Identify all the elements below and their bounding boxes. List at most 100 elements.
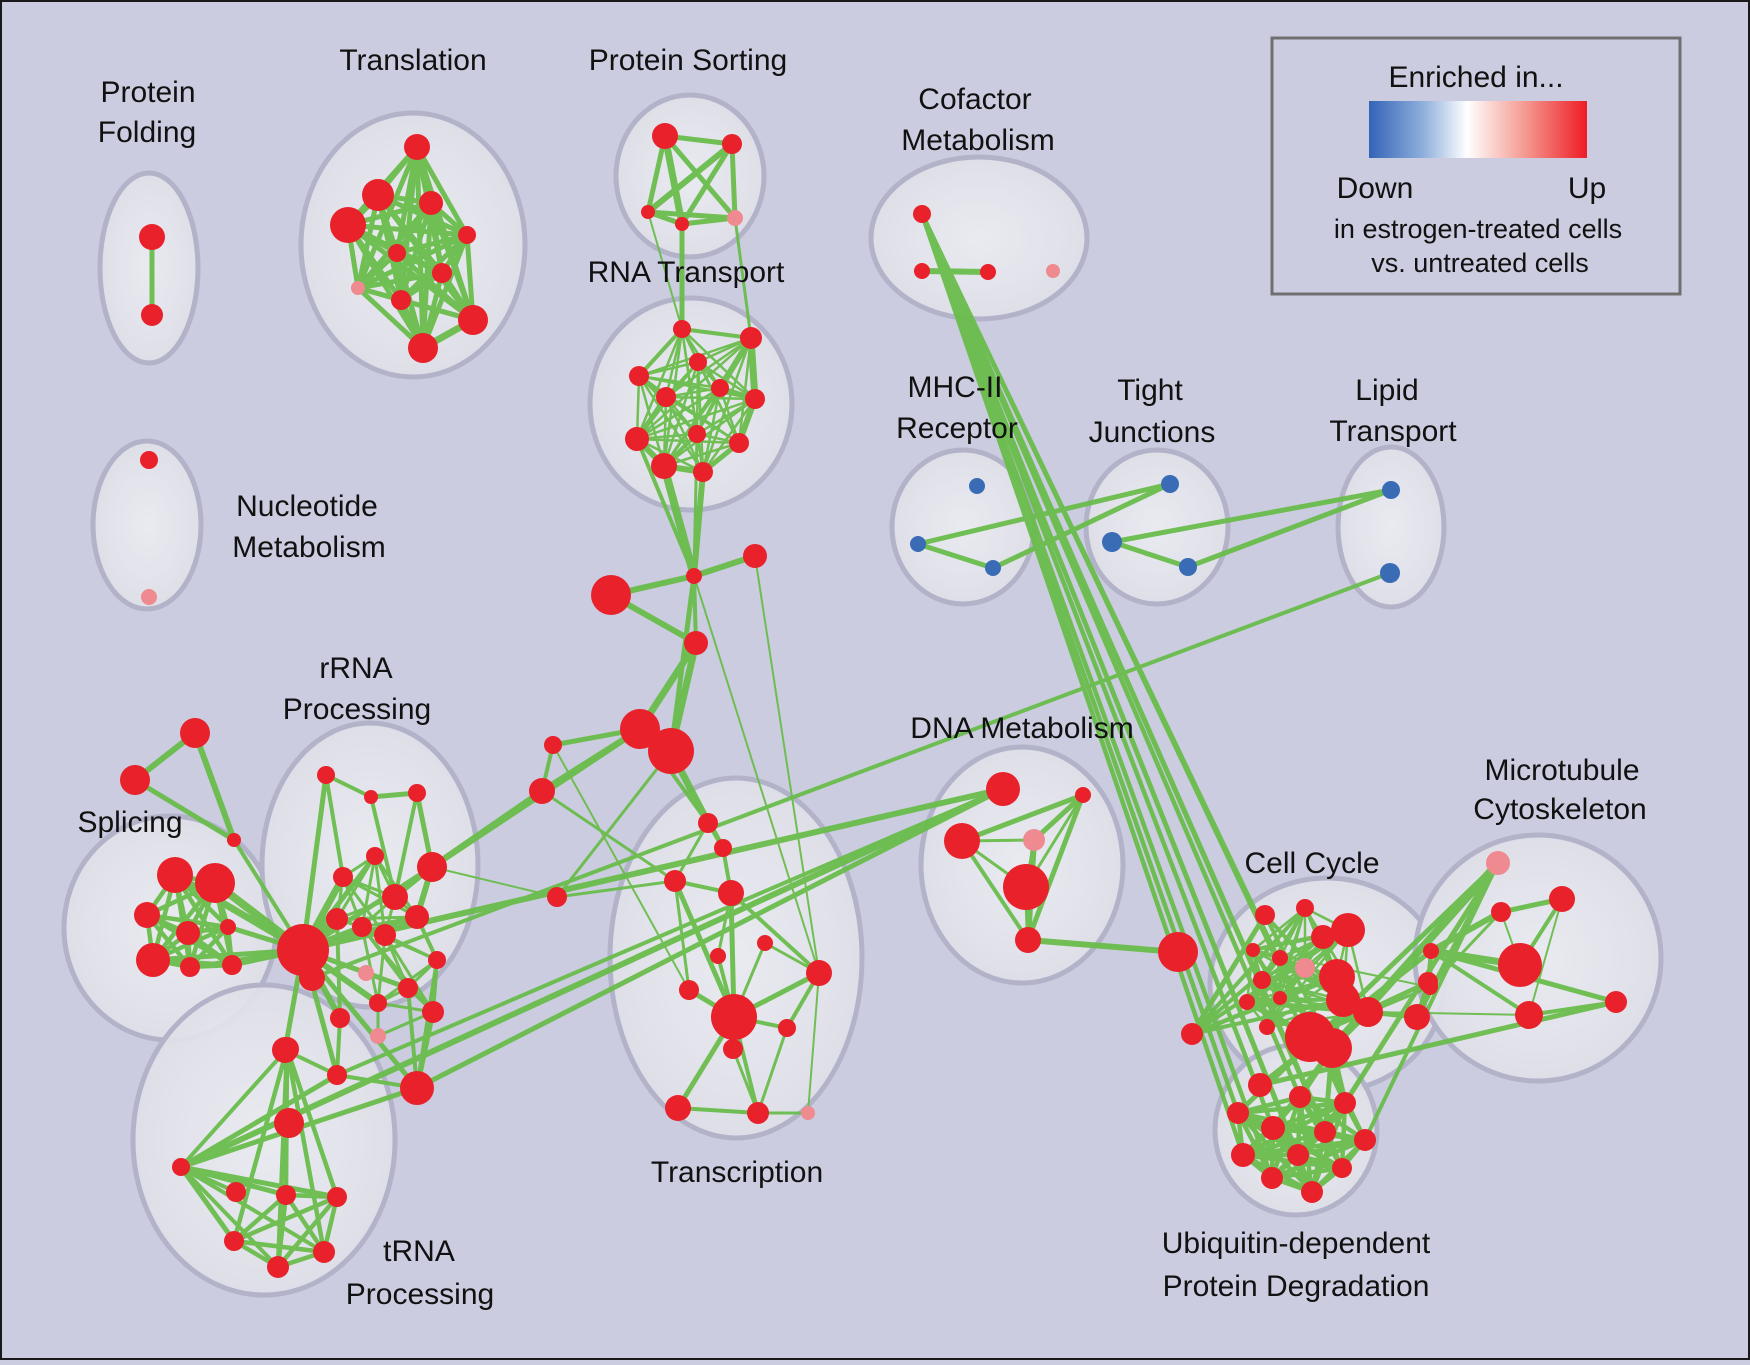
gene-set-node-red[interactable]: [629, 366, 649, 386]
gene-set-node-red[interactable]: [1311, 925, 1335, 949]
gene-set-node-red[interactable]: [1253, 971, 1271, 989]
gene-set-node-red[interactable]: [391, 290, 411, 310]
gene-set-node-red[interactable]: [157, 857, 193, 893]
gene-set-node-red[interactable]: [1272, 950, 1288, 966]
gene-set-node-red[interactable]: [625, 427, 649, 451]
gene-set-node-red[interactable]: [388, 244, 406, 262]
gene-set-node-red[interactable]: [1331, 913, 1365, 947]
gene-set-node-red[interactable]: [1491, 902, 1511, 922]
gene-set-node-red[interactable]: [714, 839, 732, 857]
gene-set-node-red[interactable]: [1287, 1144, 1309, 1166]
gene-set-node-red[interactable]: [274, 1108, 304, 1138]
gene-set-node-red[interactable]: [333, 867, 353, 887]
gene-set-node-red[interactable]: [352, 917, 372, 937]
gene-set-node-red[interactable]: [1261, 1116, 1285, 1140]
gene-set-node-red[interactable]: [432, 263, 452, 283]
gene-set-node-red[interactable]: [1181, 1023, 1203, 1045]
gene-set-node-blue[interactable]: [985, 560, 1001, 576]
gene-set-node-pink[interactable]: [141, 589, 157, 605]
gene-set-node-red[interactable]: [729, 433, 749, 453]
gene-set-node-red[interactable]: [317, 766, 335, 784]
gene-set-node-red[interactable]: [136, 943, 170, 977]
gene-set-node-red[interactable]: [220, 919, 236, 935]
gene-set-node-red[interactable]: [1334, 1092, 1356, 1114]
gene-set-node-red[interactable]: [120, 765, 150, 795]
gene-set-node-red[interactable]: [408, 784, 426, 802]
gene-set-node-red[interactable]: [641, 205, 655, 219]
gene-set-node-red[interactable]: [1246, 943, 1260, 957]
gene-set-node-red[interactable]: [327, 1187, 347, 1207]
gene-set-node-red[interactable]: [1498, 943, 1542, 987]
gene-set-node-red[interactable]: [1289, 1086, 1311, 1108]
gene-set-node-red[interactable]: [1549, 886, 1575, 912]
gene-set-node-red[interactable]: [408, 333, 438, 363]
gene-set-node-red[interactable]: [364, 790, 378, 804]
gene-set-node-red[interactable]: [1227, 1102, 1249, 1124]
gene-set-node-red[interactable]: [172, 1158, 190, 1176]
gene-set-node-red[interactable]: [405, 905, 429, 929]
gene-set-node-red[interactable]: [195, 863, 235, 903]
gene-set-node-red[interactable]: [722, 134, 742, 154]
gene-set-node-red[interactable]: [711, 379, 729, 397]
gene-set-node-red[interactable]: [648, 728, 694, 774]
gene-set-node-red[interactable]: [1231, 1143, 1255, 1167]
gene-set-node-pink[interactable]: [801, 1106, 815, 1120]
gene-set-node-red[interactable]: [180, 718, 210, 748]
gene-set-node-red[interactable]: [710, 948, 726, 964]
gene-set-node-red[interactable]: [684, 631, 708, 655]
gene-set-node-red[interactable]: [180, 957, 200, 977]
gene-set-node-red[interactable]: [547, 887, 567, 907]
gene-set-node-red[interactable]: [656, 387, 676, 407]
gene-set-node-red[interactable]: [1248, 1073, 1272, 1097]
gene-set-node-red[interactable]: [275, 1037, 299, 1061]
gene-set-node-red[interactable]: [1354, 1129, 1376, 1151]
gene-set-node-red[interactable]: [299, 965, 325, 991]
gene-set-node-red[interactable]: [1314, 1121, 1336, 1143]
gene-set-node-red[interactable]: [419, 191, 443, 215]
gene-set-node-red[interactable]: [1015, 927, 1041, 953]
gene-set-node-red[interactable]: [382, 884, 408, 910]
gene-set-node-red[interactable]: [914, 263, 930, 279]
gene-set-node-pink[interactable]: [1486, 851, 1510, 875]
gene-set-node-red[interactable]: [313, 1241, 335, 1263]
gene-set-node-red[interactable]: [1332, 1158, 1352, 1178]
gene-set-node-red[interactable]: [1003, 864, 1049, 910]
gene-set-node-red[interactable]: [176, 921, 200, 945]
gene-set-node-red[interactable]: [913, 205, 931, 223]
gene-set-node-blue[interactable]: [969, 478, 985, 494]
gene-set-node-red[interactable]: [369, 994, 387, 1012]
gene-set-node-red[interactable]: [693, 462, 713, 482]
gene-set-node-red[interactable]: [400, 1071, 434, 1105]
gene-set-node-red[interactable]: [1515, 1001, 1543, 1029]
gene-set-node-red[interactable]: [1075, 787, 1091, 803]
gene-set-node-red[interactable]: [679, 980, 699, 1000]
gene-set-node-red[interactable]: [686, 568, 702, 584]
gene-set-node-blue[interactable]: [1102, 532, 1122, 552]
gene-set-node-red[interactable]: [689, 353, 707, 371]
gene-set-node-red[interactable]: [675, 217, 689, 231]
gene-set-node-red[interactable]: [711, 994, 757, 1040]
gene-set-node-red[interactable]: [620, 709, 660, 749]
gene-set-node-red[interactable]: [745, 389, 765, 409]
gene-set-node-red[interactable]: [224, 1231, 244, 1251]
gene-set-node-blue[interactable]: [1161, 475, 1179, 493]
gene-set-node-pink[interactable]: [358, 965, 374, 981]
gene-set-node-red[interactable]: [651, 453, 677, 479]
gene-set-node-red[interactable]: [1605, 991, 1627, 1013]
gene-set-node-red[interactable]: [1261, 1167, 1283, 1189]
gene-set-node-red[interactable]: [652, 123, 678, 149]
gene-set-node-pink[interactable]: [351, 281, 365, 295]
gene-set-node-red[interactable]: [417, 852, 447, 882]
gene-set-node-red[interactable]: [688, 425, 706, 443]
gene-set-node-red[interactable]: [141, 304, 163, 326]
gene-set-node-red[interactable]: [1259, 1019, 1275, 1035]
gene-set-node-pink[interactable]: [1046, 264, 1060, 278]
gene-set-node-red[interactable]: [740, 327, 762, 349]
gene-set-node-red[interactable]: [1422, 979, 1438, 995]
gene-set-node-red[interactable]: [1273, 991, 1287, 1005]
gene-set-node-red[interactable]: [374, 924, 396, 946]
gene-set-node-red[interactable]: [1326, 983, 1360, 1017]
gene-set-node-red[interactable]: [806, 960, 832, 986]
gene-set-node-red[interactable]: [723, 1039, 743, 1059]
gene-set-node-red[interactable]: [980, 264, 996, 280]
